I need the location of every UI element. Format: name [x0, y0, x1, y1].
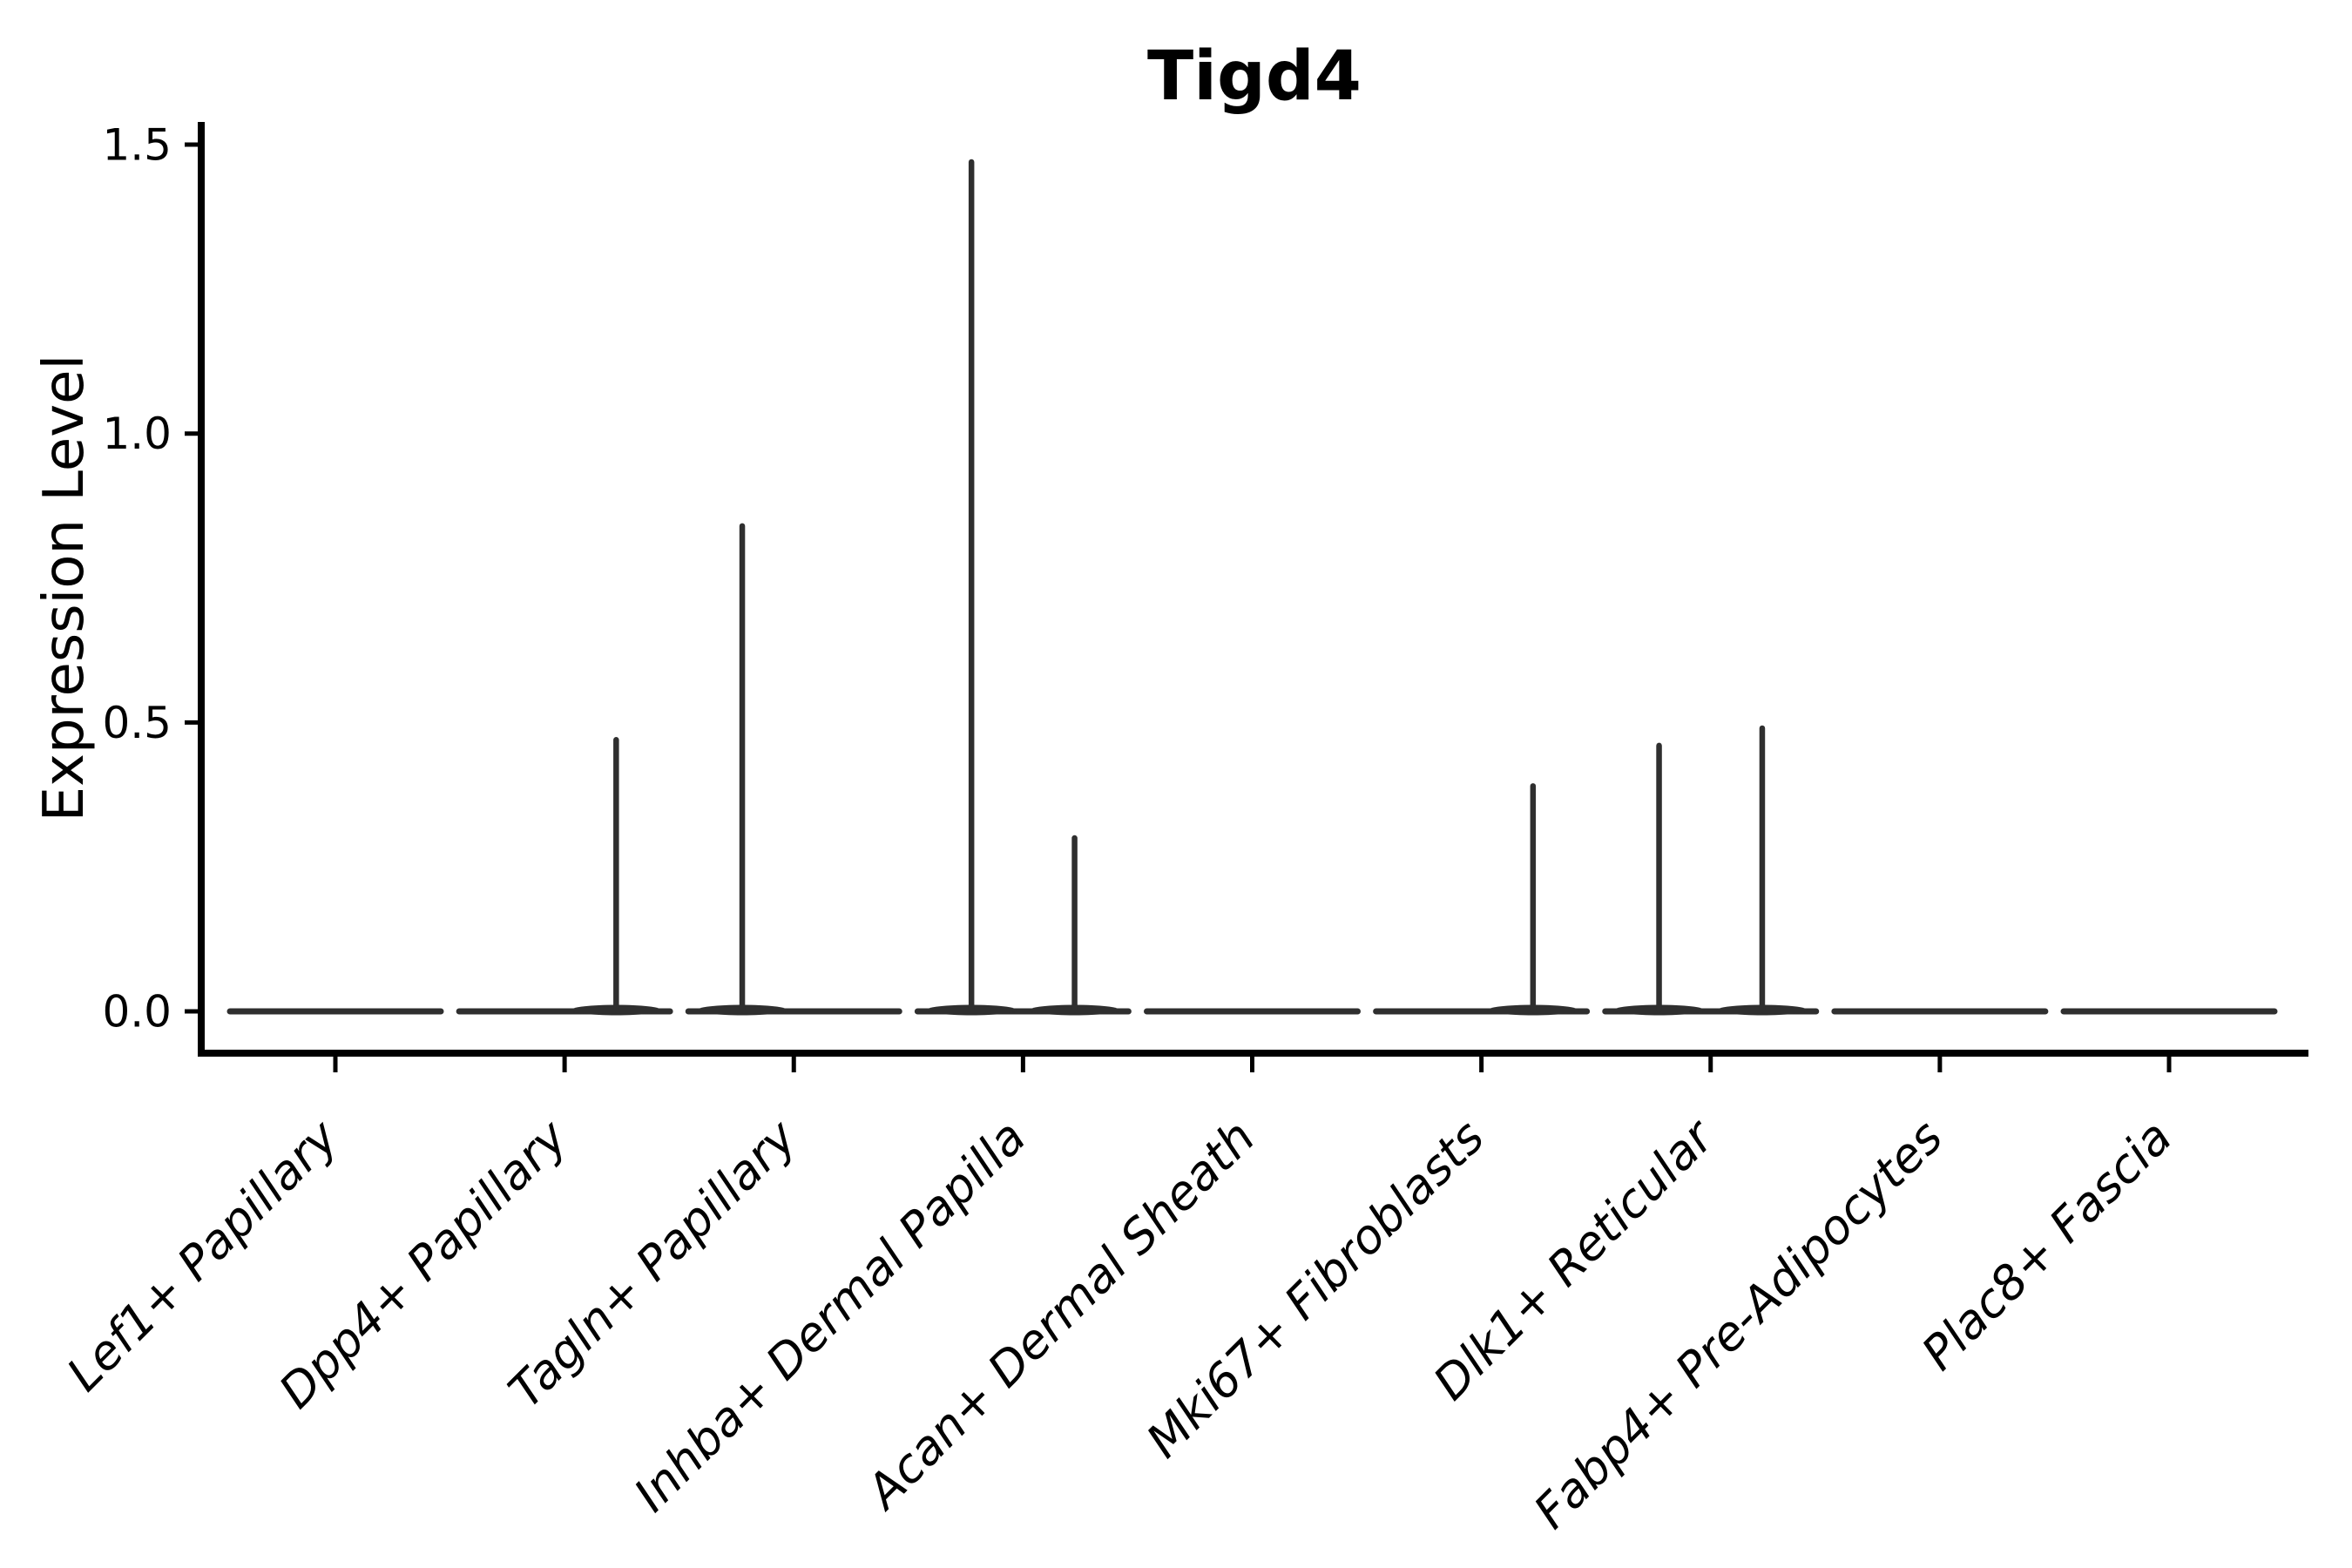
violins [226, 159, 2278, 1016]
x-tick-label: Fabp4+ Pre-Adipocytes [1524, 1110, 1953, 1539]
y-tick-label: 0.0 [102, 987, 172, 1037]
x-tick-label: Plac8+ Fascia [1911, 1110, 2182, 1381]
y-tick-label: 1.5 [102, 120, 172, 171]
plot-title: Tigd4 [1147, 37, 1362, 116]
y-tick-label: 0.5 [102, 698, 172, 748]
x-tick-label: Acan+ Dermal Sheath [855, 1110, 1266, 1521]
y-axis-label: Expression Level [32, 355, 97, 822]
x-tick-label: Inhba+ Dermal Papilla [624, 1110, 1037, 1523]
violin [456, 736, 673, 1016]
violin [1602, 725, 1820, 1016]
violin [685, 523, 902, 1016]
violin [1373, 783, 1591, 1016]
violin [914, 159, 1132, 1016]
y-tick-label: 1.0 [102, 409, 172, 459]
